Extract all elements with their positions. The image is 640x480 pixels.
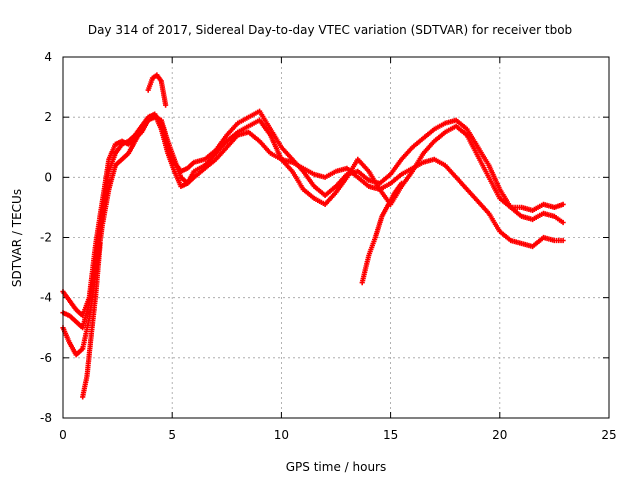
point-markers bbox=[80, 240, 103, 400]
plot-frame bbox=[62, 56, 610, 419]
y-tick-label: 0 bbox=[44, 170, 52, 184]
y-tick-label: -4 bbox=[40, 291, 52, 305]
series-track bbox=[60, 111, 566, 358]
x-tick-label: 10 bbox=[274, 428, 289, 442]
x-tick-label: 15 bbox=[383, 428, 398, 442]
grid-lines bbox=[63, 57, 609, 418]
x-tick-label: 20 bbox=[492, 428, 507, 442]
y-tick-label: 4 bbox=[44, 50, 52, 64]
x-tick-label: 25 bbox=[601, 428, 616, 442]
series-track bbox=[145, 72, 169, 108]
point-markers bbox=[60, 111, 566, 358]
x-axis-label: GPS time / hours bbox=[286, 460, 387, 474]
point-markers bbox=[359, 180, 405, 286]
y-tick-label: -8 bbox=[40, 411, 52, 425]
x-tick-labels: 0 5 10 15 20 25 bbox=[59, 428, 616, 442]
y-tick-label: -2 bbox=[40, 231, 52, 245]
series-marks bbox=[60, 72, 566, 400]
point-markers bbox=[145, 72, 169, 108]
x-tick-label: 5 bbox=[168, 428, 176, 442]
chart-title: Day 314 of 2017, Sidereal Day-to-day VTE… bbox=[88, 23, 572, 37]
series-track bbox=[80, 240, 103, 400]
y-axis-label: SDTVAR / TECUs bbox=[10, 189, 24, 287]
y-tick-labels: -8 -6 -4 -2 0 2 4 bbox=[40, 50, 52, 425]
x-tick-label: 0 bbox=[59, 428, 67, 442]
series-track bbox=[359, 180, 405, 286]
y-tick-label: -6 bbox=[40, 351, 52, 365]
y-tick-label: 2 bbox=[44, 110, 52, 124]
